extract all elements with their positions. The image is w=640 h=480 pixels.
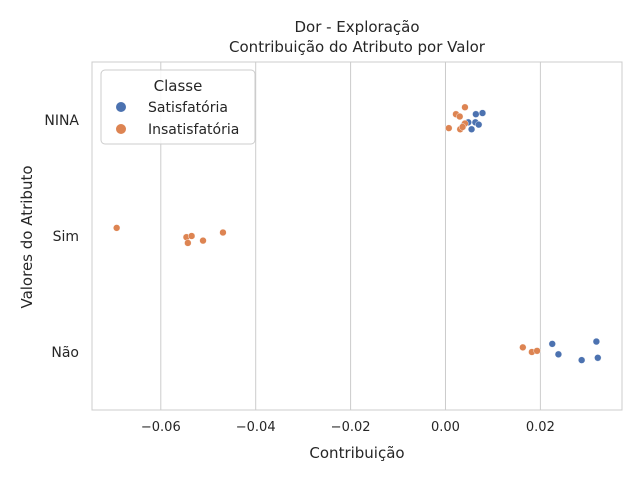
data-point-insatisfatoria bbox=[113, 224, 121, 232]
x-tick-label: −0.02 bbox=[331, 420, 371, 435]
y-axis-label: Valores do Atributo bbox=[18, 165, 36, 308]
data-point-satisfatoria bbox=[592, 337, 600, 346]
data-point-satisfatoria bbox=[467, 125, 476, 133]
data-point-satisfatoria bbox=[475, 121, 483, 129]
chart-title: Dor - Exploração bbox=[294, 18, 419, 36]
data-point-insatisfatoria bbox=[458, 123, 467, 131]
data-point-insatisfatoria bbox=[219, 228, 227, 237]
x-tick-label: 0.00 bbox=[431, 420, 460, 435]
chart-subtitle: Contribuição do Atributo por Valor bbox=[229, 38, 486, 56]
data-point-insatisfatoria bbox=[456, 112, 464, 121]
x-tick-label: −0.04 bbox=[236, 420, 276, 435]
data-point-insatisfatoria bbox=[199, 237, 207, 245]
legend-label-insatisfatoria: Insatisfatória bbox=[148, 122, 239, 138]
y-tick-label: Não bbox=[51, 345, 79, 361]
x-tick-labels: −0.06 −0.04 −0.02 0.00 0.02 bbox=[141, 420, 555, 435]
data-point-satisfatoria bbox=[594, 354, 602, 362]
legend-box bbox=[100, 69, 256, 145]
data-point-insatisfatoria bbox=[188, 232, 196, 240]
data-point-insatisfatoria bbox=[519, 343, 527, 351]
data-point-satisfatoria bbox=[472, 110, 480, 118]
x-tick-label: 0.02 bbox=[526, 420, 555, 435]
x-axis-label: Contribuição bbox=[309, 444, 404, 462]
data-point-satisfatoria bbox=[548, 340, 556, 348]
data-point-insatisfatoria bbox=[184, 239, 192, 247]
data-point-satisfatoria bbox=[478, 109, 487, 117]
legend-marker-satisfatoria bbox=[116, 102, 126, 112]
legend-marker-insatisfatoria bbox=[116, 124, 126, 134]
y-tick-label: Sim bbox=[53, 229, 79, 245]
data-point-satisfatoria bbox=[554, 350, 563, 358]
legend-title: Classe bbox=[154, 77, 203, 95]
y-tick-label: NINA bbox=[44, 113, 79, 129]
data-point-satisfatoria bbox=[578, 356, 586, 364]
data-points bbox=[113, 103, 602, 364]
legend: Classe Satisfatória Insatisfatória bbox=[100, 69, 256, 145]
plot-frame bbox=[91, 61, 623, 411]
data-point-insatisfatoria bbox=[533, 347, 541, 355]
data-point-insatisfatoria bbox=[445, 124, 453, 132]
data-point-insatisfatoria bbox=[461, 103, 469, 111]
x-tick-label: −0.06 bbox=[141, 420, 181, 435]
y-tick-labels: NINA Sim Não bbox=[44, 113, 79, 361]
legend-label-satisfatoria: Satisfatória bbox=[148, 100, 228, 116]
